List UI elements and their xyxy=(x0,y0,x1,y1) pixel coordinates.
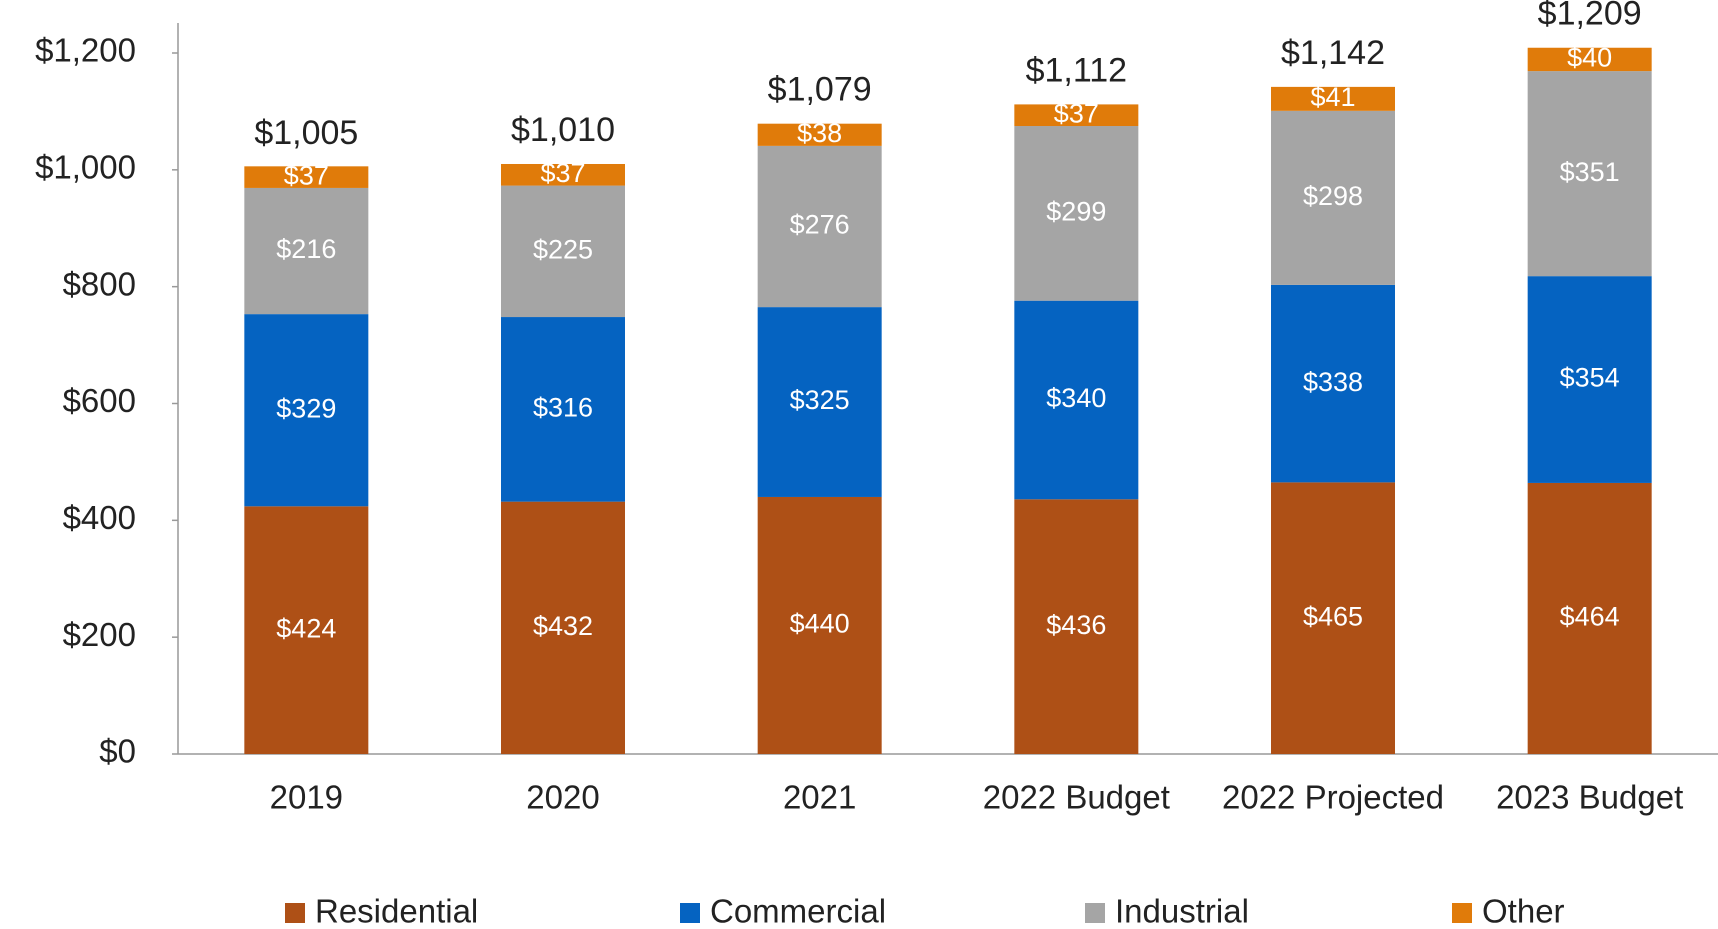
bar-segment xyxy=(1014,300,1139,500)
bar-segment xyxy=(1527,71,1652,277)
y-tick-label: $800 xyxy=(63,265,136,302)
bar-segment xyxy=(501,501,625,754)
bar-segment xyxy=(1527,47,1652,72)
data-label: $38 xyxy=(797,118,842,148)
total-label: $1,005 xyxy=(254,114,358,152)
data-label: $354 xyxy=(1560,363,1620,393)
data-label: $216 xyxy=(276,234,336,264)
data-label: $316 xyxy=(533,392,593,422)
x-tick-label: 2019 xyxy=(270,779,343,816)
data-label: $40 xyxy=(1567,43,1612,73)
data-label: $424 xyxy=(276,613,336,643)
y-tick-label: $0 xyxy=(99,733,136,770)
data-label: $325 xyxy=(790,385,850,415)
total-label: $1,112 xyxy=(1026,51,1127,89)
data-label: $464 xyxy=(1560,602,1620,632)
bar-segment xyxy=(501,163,625,186)
bar-segment xyxy=(1271,482,1395,754)
bar-segment xyxy=(1527,482,1652,754)
bar-segment xyxy=(757,496,882,754)
data-label: $465 xyxy=(1303,601,1363,631)
legend-label: Residential xyxy=(315,893,478,929)
x-tick-label: 2021 xyxy=(783,779,856,816)
data-label: $432 xyxy=(533,611,593,641)
legend-label: Other xyxy=(1482,893,1565,929)
bar-segment xyxy=(244,166,369,188)
data-label: $436 xyxy=(1046,610,1106,640)
bar-segment xyxy=(1014,499,1139,754)
bar-segment xyxy=(1271,284,1395,483)
data-label: $299 xyxy=(1046,196,1106,226)
total-label: $1,010 xyxy=(511,111,615,149)
data-label: $351 xyxy=(1560,157,1620,187)
total-label: $1,142 xyxy=(1281,34,1385,72)
legend-swatch xyxy=(285,903,305,923)
data-label: $37 xyxy=(1054,98,1099,128)
bar-segment xyxy=(501,185,625,318)
legend-swatch xyxy=(1452,903,1472,923)
data-label: $41 xyxy=(1310,82,1355,112)
y-tick-label: $400 xyxy=(63,499,136,536)
bar-segment xyxy=(501,317,625,502)
y-tick-label: $1,200 xyxy=(35,32,136,69)
legend-swatch xyxy=(1085,903,1105,923)
legend-label: Industrial xyxy=(1115,893,1249,929)
bar-segment xyxy=(1527,276,1652,483)
data-label: $338 xyxy=(1303,367,1363,397)
x-tick-label: 2022 Budget xyxy=(983,779,1170,816)
legend-label: Commercial xyxy=(710,893,886,929)
bar-segment xyxy=(1014,126,1139,301)
x-tick-label: 2020 xyxy=(526,779,599,816)
data-label: $276 xyxy=(790,210,850,240)
data-label: $298 xyxy=(1303,181,1363,211)
y-tick-label: $200 xyxy=(63,616,136,653)
y-tick-label: $1,000 xyxy=(35,149,136,186)
bar-segment xyxy=(244,187,369,315)
bar-segment xyxy=(1271,86,1395,111)
x-tick-label: 2022 Projected xyxy=(1222,779,1444,816)
legend-swatch xyxy=(680,903,700,923)
bar-segment xyxy=(1014,104,1139,127)
total-label: $1,079 xyxy=(768,71,872,109)
bar-segment xyxy=(757,307,882,497)
x-tick-label: 2023 Budget xyxy=(1496,779,1683,816)
data-label: $329 xyxy=(276,393,336,423)
bar-segment xyxy=(244,314,369,507)
data-label: $340 xyxy=(1046,383,1106,413)
data-label: $37 xyxy=(540,158,585,188)
y-tick-label: $600 xyxy=(63,382,136,419)
bar-segment xyxy=(757,123,882,146)
bar-segment xyxy=(757,145,882,308)
bar-segment xyxy=(244,506,369,754)
total-label: $1,209 xyxy=(1538,0,1642,33)
data-label: $37 xyxy=(284,160,329,190)
data-label: $225 xyxy=(533,234,593,264)
bar-segment xyxy=(1271,110,1395,285)
data-label: $440 xyxy=(790,609,850,639)
